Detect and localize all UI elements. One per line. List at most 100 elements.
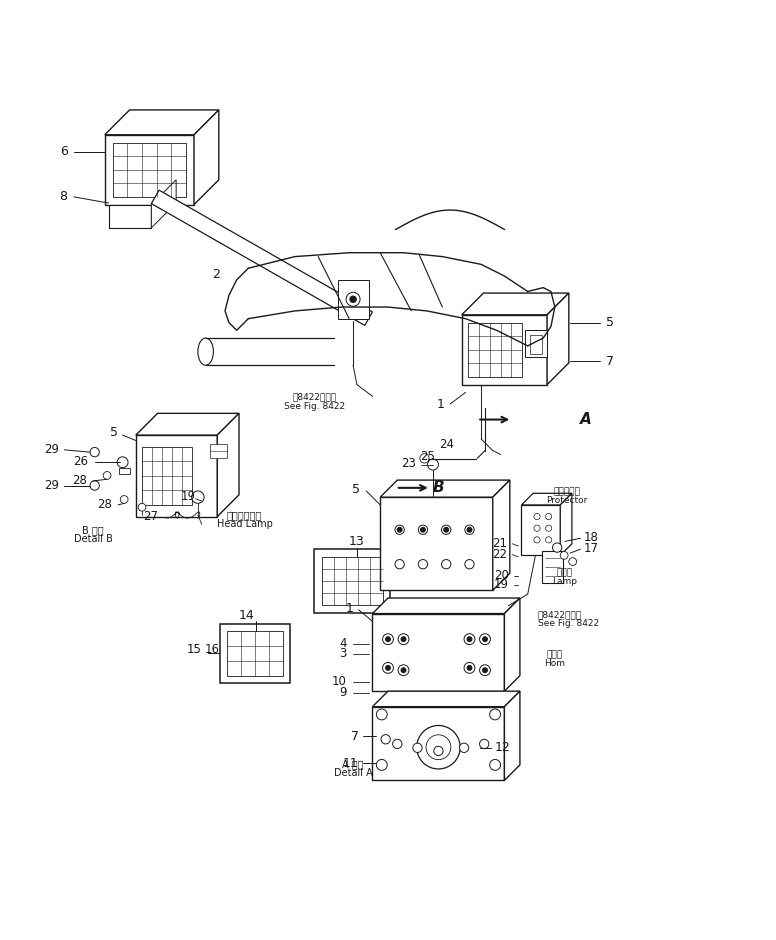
Bar	[372, 614, 504, 691]
Circle shape	[444, 527, 449, 532]
Bar	[109, 205, 151, 227]
Text: See Fig. 8422: See Fig. 8422	[538, 619, 599, 628]
Text: 5: 5	[110, 426, 118, 439]
Circle shape	[421, 527, 425, 532]
Circle shape	[534, 525, 540, 531]
Circle shape	[383, 663, 393, 673]
Text: 29: 29	[44, 444, 59, 456]
Circle shape	[553, 543, 562, 553]
Text: 8: 8	[60, 190, 68, 203]
Text: 26: 26	[73, 455, 88, 468]
Polygon shape	[521, 494, 572, 505]
Text: 17: 17	[584, 541, 598, 555]
Circle shape	[490, 760, 501, 770]
Circle shape	[90, 447, 99, 457]
Text: A: A	[580, 412, 592, 427]
Text: 第8422図参照: 第8422図参照	[293, 393, 336, 401]
Circle shape	[490, 709, 501, 720]
Text: 5: 5	[352, 483, 360, 496]
Polygon shape	[493, 480, 510, 590]
Circle shape	[381, 735, 390, 744]
Text: 11: 11	[343, 757, 359, 770]
Bar	[136, 435, 217, 517]
Circle shape	[386, 636, 390, 641]
Polygon shape	[217, 414, 239, 517]
Text: 1: 1	[437, 398, 445, 411]
Bar	[521, 505, 560, 556]
Text: ランプ: ランプ	[557, 569, 573, 578]
Circle shape	[442, 525, 451, 535]
Text: 9: 9	[339, 686, 347, 699]
Circle shape	[413, 744, 422, 752]
Bar	[210, 445, 227, 459]
Bar	[119, 468, 130, 474]
Text: Hom: Hom	[544, 659, 566, 667]
Circle shape	[397, 527, 402, 532]
Circle shape	[120, 495, 128, 503]
Text: Detail B: Detail B	[74, 534, 113, 544]
Text: 28: 28	[97, 498, 112, 511]
Circle shape	[465, 525, 474, 535]
Circle shape	[546, 525, 552, 531]
Circle shape	[434, 746, 443, 756]
Circle shape	[459, 744, 469, 752]
Text: 24: 24	[438, 438, 454, 451]
Text: B 詳細: B 詳細	[82, 525, 104, 536]
Polygon shape	[504, 691, 520, 780]
Circle shape	[480, 634, 490, 645]
Circle shape	[480, 739, 489, 748]
Circle shape	[383, 634, 393, 645]
Circle shape	[480, 665, 490, 676]
Circle shape	[376, 709, 387, 720]
Circle shape	[560, 552, 568, 559]
Circle shape	[464, 663, 475, 673]
Text: See Fig. 8422: See Fig. 8422	[284, 402, 345, 411]
Circle shape	[467, 527, 472, 532]
Text: Protector: Protector	[546, 495, 587, 505]
Circle shape	[464, 634, 475, 645]
Polygon shape	[151, 190, 372, 325]
Circle shape	[418, 559, 428, 569]
Text: 18: 18	[584, 531, 598, 544]
Polygon shape	[504, 598, 520, 691]
Text: 2: 2	[212, 268, 220, 281]
Text: 12: 12	[495, 742, 511, 754]
Text: Detail A: Detail A	[334, 768, 372, 777]
Circle shape	[546, 513, 552, 520]
Circle shape	[395, 559, 404, 569]
Bar	[380, 497, 493, 590]
Circle shape	[467, 636, 472, 641]
Text: ホーン: ホーン	[547, 650, 563, 659]
Circle shape	[401, 668, 406, 672]
Circle shape	[350, 296, 356, 303]
Text: 7: 7	[351, 729, 359, 743]
Circle shape	[426, 735, 451, 760]
Circle shape	[395, 525, 404, 535]
Circle shape	[376, 760, 387, 770]
Text: 23: 23	[401, 457, 416, 470]
Text: 22: 22	[493, 548, 508, 561]
Text: Lamp: Lamp	[553, 577, 577, 587]
Bar	[542, 552, 563, 583]
Polygon shape	[372, 691, 520, 707]
Circle shape	[192, 491, 204, 503]
Bar	[314, 549, 390, 613]
Circle shape	[534, 537, 540, 543]
Text: 13: 13	[349, 535, 365, 548]
Text: 14: 14	[239, 608, 255, 621]
Text: Head Lamp: Head Lamp	[217, 519, 272, 528]
Bar	[220, 623, 290, 682]
Text: 5: 5	[606, 316, 614, 329]
Circle shape	[420, 454, 429, 463]
Polygon shape	[372, 598, 520, 614]
Bar	[113, 143, 186, 196]
Bar	[338, 280, 369, 319]
Circle shape	[417, 726, 460, 769]
Circle shape	[483, 668, 487, 672]
Bar	[468, 322, 522, 377]
Circle shape	[401, 636, 406, 641]
Circle shape	[138, 503, 146, 511]
Polygon shape	[560, 494, 572, 556]
Text: 28: 28	[72, 475, 87, 487]
Text: 7: 7	[606, 355, 614, 368]
